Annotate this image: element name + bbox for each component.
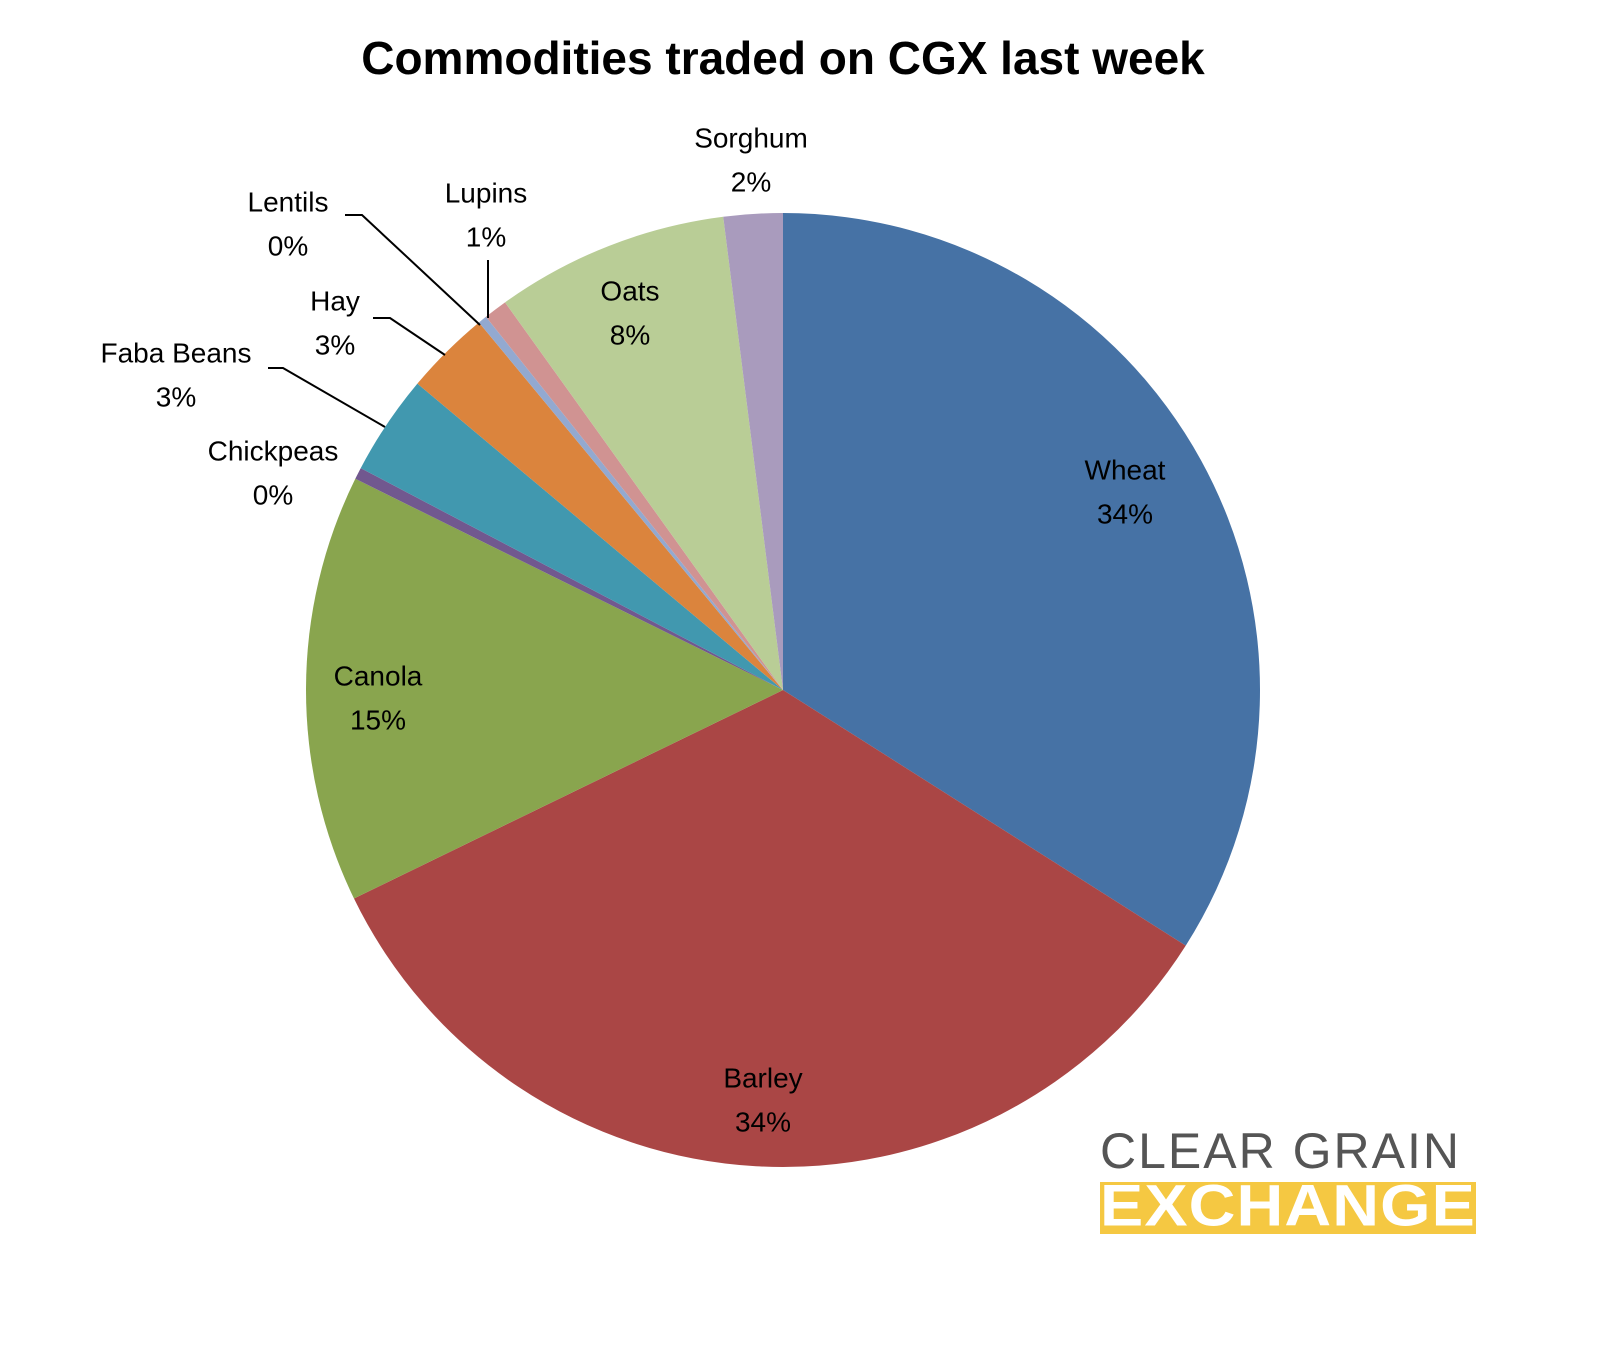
- slice: [353, 690, 1186, 1167]
- slice-label: Faba Beans: [101, 337, 252, 368]
- value-label: 34%: [735, 1106, 791, 1137]
- value-label: 0%: [253, 479, 293, 510]
- slice-label: Oats: [600, 275, 659, 306]
- chart-title: Commodities traded on CGX last week: [361, 32, 1205, 84]
- slice-label: Sorghum: [694, 122, 808, 153]
- slice-label: Chickpeas: [208, 435, 339, 466]
- value-label: 3%: [156, 381, 196, 412]
- leader-line: [373, 317, 446, 356]
- slice-label: Barley: [723, 1062, 802, 1093]
- slice: [478, 316, 783, 690]
- value-label: 34%: [1097, 498, 1153, 529]
- slice: [355, 468, 783, 690]
- slice: [417, 322, 783, 690]
- slice-label: Lentils: [248, 186, 329, 217]
- slice: [305, 478, 783, 899]
- pie: [305, 213, 1260, 1167]
- slice-label: Canola: [334, 660, 423, 691]
- slice-label: Hay: [310, 285, 360, 316]
- slice: [783, 213, 1260, 946]
- labels: Wheat 34% Barley 34% Canola 15% Chickpeas 0% Fab…: [101, 122, 1166, 1137]
- logo-line1: CLEAR GRAIN: [1100, 1123, 1461, 1179]
- logo-line2: EXCHANGE: [1100, 1173, 1476, 1238]
- value-label: 0%: [268, 230, 308, 261]
- slice: [723, 213, 783, 690]
- value-label: 1%: [466, 221, 506, 252]
- slice: [505, 216, 783, 690]
- slice-label: Wheat: [1085, 454, 1166, 485]
- value-label: 8%: [610, 319, 650, 350]
- logo-band: [1100, 1182, 1476, 1234]
- value-label: 2%: [731, 166, 771, 197]
- leader-line: [345, 214, 481, 326]
- leader-line: [268, 367, 386, 428]
- value-label: 15%: [350, 704, 406, 735]
- slice-label: Lupins: [445, 177, 528, 208]
- slice: [360, 383, 783, 690]
- slice: [485, 302, 783, 690]
- value-label: 3%: [315, 329, 355, 360]
